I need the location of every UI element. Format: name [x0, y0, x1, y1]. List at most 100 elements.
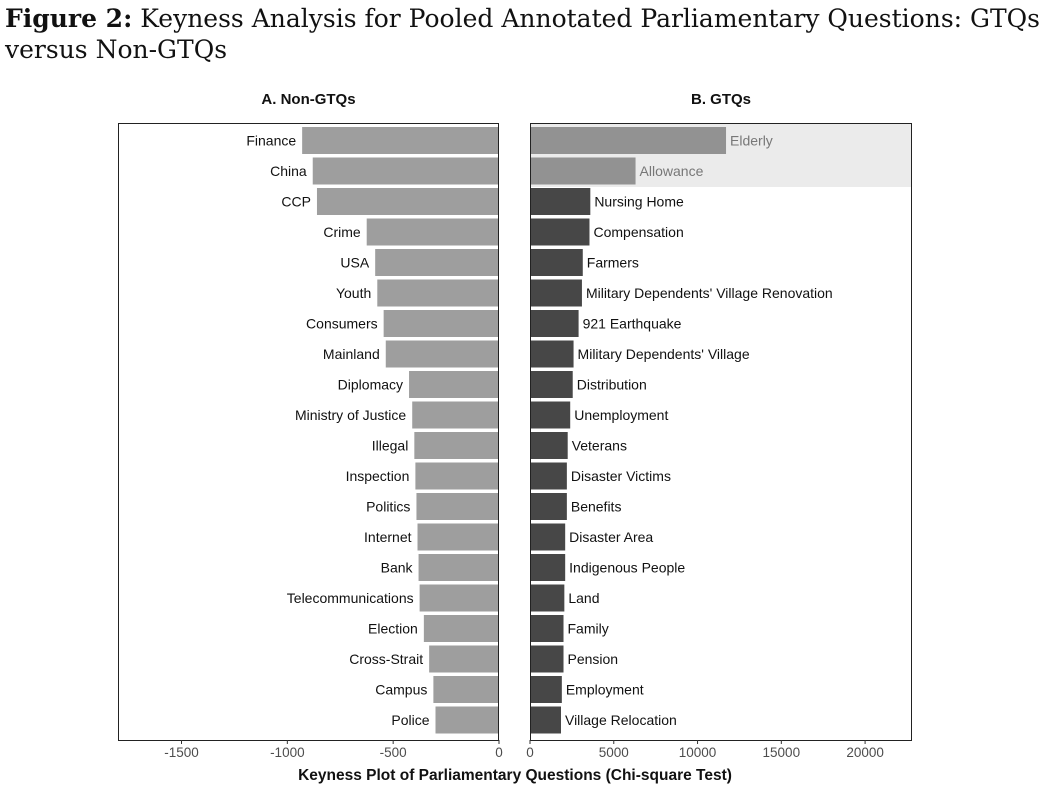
bar-label-allowance: Allowance [640, 163, 704, 179]
bar-label-internet: Internet [364, 529, 412, 545]
bar-politics [416, 493, 499, 520]
panel-title: A. Non-GTQs [261, 91, 355, 108]
bar-label-police: Police [391, 712, 429, 728]
bar-label-disaster-area: Disaster Area [569, 529, 653, 545]
bar-police [435, 706, 499, 734]
bar-label-compensation: Compensation [593, 224, 683, 240]
bar-elderly [530, 127, 727, 154]
bar-label-indigenous-people: Indigenous People [569, 560, 685, 576]
bar-label-youth: Youth [336, 285, 371, 301]
bar-label-finance: Finance [246, 133, 296, 149]
bar-label-usa: USA [340, 255, 369, 271]
bar-921-earthquake [530, 310, 579, 337]
bar-diplomacy [409, 371, 499, 398]
tick-label: -500 [380, 745, 407, 760]
panel-border [530, 123, 912, 741]
tick-label: 5000 [599, 745, 629, 760]
bar-label-cross-strait: Cross-Strait [349, 651, 423, 667]
bar-label-family: Family [568, 621, 609, 637]
bar-label-nursing-home: Nursing Home [594, 194, 684, 210]
tick-label: 10000 [679, 745, 717, 760]
bar-label-bank: Bank [381, 560, 414, 576]
tick-label: 15000 [763, 745, 801, 760]
bar-nursing-home [530, 188, 591, 215]
bar-ministry-of-justice [412, 401, 499, 429]
figure-title: Keyness Analysis for Pooled Annotated Pa… [5, 4, 1040, 64]
bar-label-farmers: Farmers [587, 255, 639, 271]
bar-label-military-dependents-village: Military Dependents' Village [578, 346, 750, 362]
bar-label-disaster-victims: Disaster Victims [571, 468, 671, 484]
bar-label-election: Election [368, 621, 418, 637]
bar-label-mainland: Mainland [323, 346, 380, 362]
bar-telecommunications [419, 584, 499, 612]
bar-illegal [414, 432, 499, 459]
x-axis-label: Keyness Plot of Parliamentary Questions … [298, 767, 732, 784]
bar-label-unemployment: Unemployment [574, 407, 668, 423]
bar-label-elderly: Elderly [730, 133, 773, 149]
bar-unemployment [530, 401, 571, 429]
bar-label-inspection: Inspection [346, 468, 410, 484]
bar-inspection [415, 462, 499, 490]
bar-land [530, 584, 565, 612]
tick-label: 0 [495, 745, 503, 760]
bar-label-921-earthquake: 921 Earthquake [583, 316, 682, 332]
bar-label-crime: Crime [323, 224, 361, 240]
bar-label-ministry-of-justice: Ministry of Justice [295, 407, 406, 423]
bar-label-china: China [270, 163, 307, 179]
bar-label-village-relocation: Village Relocation [565, 712, 677, 728]
bar-bank [418, 554, 499, 581]
bar-farmers [530, 249, 583, 276]
bar-benefits [530, 493, 567, 520]
bar-crime [366, 218, 499, 246]
tick-label: 0 [526, 745, 534, 760]
bar-consumers [383, 310, 499, 337]
bar-military-dependents-village-renovation [530, 279, 582, 307]
bar-compensation [530, 218, 590, 246]
figure-caption: Figure 2: Keyness Analysis for Pooled An… [5, 3, 1045, 65]
panel-gtqs: B. GTQs Elderly Allowance Nursing Home Compe… [526, 91, 912, 760]
bar-label-benefits: Benefits [571, 499, 622, 515]
bar-label-employment: Employment [566, 682, 644, 698]
bar-mainland [385, 340, 499, 368]
bar-distribution [530, 371, 573, 398]
bar-veterans [530, 432, 568, 459]
bar-finance [302, 127, 499, 154]
bar-label-telecommunications: Telecommunications [287, 590, 414, 606]
bar-youth [377, 279, 499, 307]
tick-label: -1000 [270, 745, 305, 760]
bar-disaster-area [530, 523, 566, 551]
tick-label: 20000 [846, 745, 884, 760]
bar-label-land: Land [568, 590, 599, 606]
bar-family [530, 615, 564, 642]
bar-label-military-dependents-village-renovation: Military Dependents' Village Renovation [586, 285, 833, 301]
panel-non-gtqs: A. Non-GTQs Finance China CCP Crime USA Youth C… [118, 91, 503, 760]
bar-internet [417, 523, 499, 551]
bar-election [423, 615, 499, 642]
tick-label: -1500 [164, 745, 199, 760]
bar-label-politics: Politics [366, 499, 410, 515]
bar-allowance [530, 157, 636, 185]
bar-label-campus: Campus [375, 682, 427, 698]
figure-label: Figure 2: [5, 4, 133, 33]
bar-pension [530, 645, 564, 673]
bar-employment [530, 676, 562, 703]
bar-label-pension: Pension [568, 651, 619, 667]
bar-village-relocation [530, 706, 561, 734]
bar-label-consumers: Consumers [306, 316, 378, 332]
bar-label-distribution: Distribution [577, 377, 647, 393]
bar-china [312, 157, 499, 185]
bar-disaster-victims [530, 462, 567, 490]
bar-cross-strait [429, 645, 499, 673]
bar-label-diplomacy: Diplomacy [338, 377, 403, 393]
bar-campus [433, 676, 499, 703]
panel-title: B. GTQs [691, 91, 751, 108]
bar-usa [375, 249, 499, 276]
bar-label-illegal: Illegal [372, 438, 409, 454]
bar-ccp [316, 188, 499, 215]
bar-indigenous-people [530, 554, 566, 581]
bar-label-veterans: Veterans [572, 438, 627, 454]
panel-border [118, 123, 499, 741]
bar-military-dependents-village [530, 340, 574, 368]
bar-label-ccp: CCP [281, 194, 311, 210]
